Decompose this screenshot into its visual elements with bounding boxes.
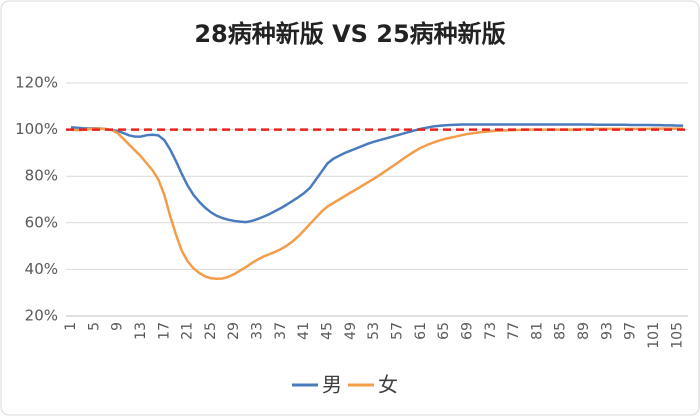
x-tick-label: 17 bbox=[156, 322, 172, 340]
x-tick-label: 69 bbox=[459, 322, 475, 340]
x-tick-label: 93 bbox=[599, 322, 615, 340]
series-line bbox=[70, 123, 684, 224]
y-tick-label: 20% bbox=[25, 307, 58, 325]
x-tick-label: 77 bbox=[506, 322, 522, 340]
y-tick-label: 40% bbox=[25, 260, 58, 278]
x-tick-label: 5 bbox=[86, 322, 102, 331]
x-tick-label: 89 bbox=[576, 322, 592, 340]
y-tick-label: 80% bbox=[25, 167, 58, 185]
x-tick-label: 85 bbox=[553, 322, 569, 340]
x-tick-label: 21 bbox=[180, 322, 196, 340]
x-tick-label: 9 bbox=[110, 322, 126, 331]
x-tick-label: 61 bbox=[413, 322, 429, 340]
x-tick-label: 37 bbox=[273, 322, 289, 340]
legend-label: 男 bbox=[322, 373, 342, 397]
x-tick-label: 49 bbox=[343, 322, 359, 340]
x-tick-label: 65 bbox=[436, 322, 452, 340]
x-tick-label: 1 bbox=[63, 322, 79, 331]
x-tick-label: 57 bbox=[389, 322, 405, 340]
x-tick-label: 101 bbox=[646, 322, 662, 349]
x-tick-label: 73 bbox=[483, 322, 499, 340]
y-tick-label: 100% bbox=[15, 120, 58, 138]
x-tick-label: 81 bbox=[529, 322, 545, 340]
chart-title: 28病种新版 VS 25病种新版 bbox=[194, 20, 505, 48]
y-tick-label: 120% bbox=[15, 74, 58, 92]
x-tick-label: 25 bbox=[203, 322, 219, 340]
x-tick-label: 41 bbox=[296, 322, 312, 340]
x-tick-label: 45 bbox=[320, 322, 336, 340]
x-tick-label: 13 bbox=[133, 322, 149, 340]
x-tick-label: 53 bbox=[366, 322, 382, 340]
x-tick-label: 105 bbox=[669, 322, 685, 349]
legend-label: 女 bbox=[378, 373, 398, 397]
x-tick-label: 29 bbox=[226, 322, 242, 340]
series-line bbox=[70, 127, 684, 280]
y-tick-label: 60% bbox=[25, 213, 58, 231]
x-tick-label: 33 bbox=[250, 322, 266, 340]
x-tick-label: 97 bbox=[623, 322, 639, 340]
